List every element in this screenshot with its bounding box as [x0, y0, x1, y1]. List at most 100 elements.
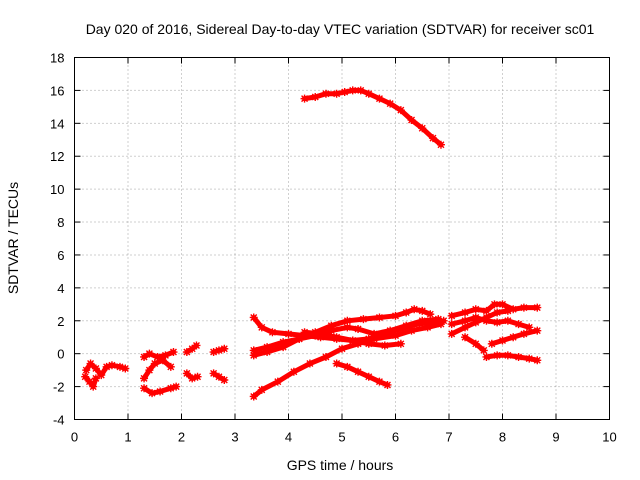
data-point: [91, 374, 100, 383]
data-point: [498, 336, 507, 345]
data-point: [193, 372, 202, 381]
series-trace-16: [300, 86, 445, 149]
data-point: [188, 344, 197, 353]
data-point: [140, 374, 149, 383]
data-point: [383, 380, 392, 389]
data-point: [115, 362, 124, 371]
data-point: [375, 94, 384, 103]
data-point: [359, 315, 368, 324]
data-point: [519, 329, 528, 338]
data-point: [447, 320, 456, 329]
x-tick-label: 10: [602, 430, 616, 445]
x-tick-label: 2: [178, 430, 185, 445]
series-line: [302, 87, 444, 148]
data-point: [391, 311, 400, 320]
data-point: [396, 106, 405, 115]
data-point: [220, 376, 229, 385]
series-trace-19: [447, 306, 512, 338]
data-point: [354, 325, 363, 333]
data-point: [86, 359, 95, 368]
data-point: [391, 331, 400, 340]
data-point: [343, 323, 352, 332]
data-point: [97, 371, 106, 380]
data-point: [343, 316, 352, 325]
x-tick-label: 3: [231, 430, 238, 445]
data-point: [338, 344, 346, 353]
data-point: [156, 387, 165, 396]
x-axis: 0 1 2 3 4 5 6 7 8 9 10: [71, 57, 617, 445]
series-trace-3: [140, 348, 178, 361]
series-trace-5: [140, 382, 181, 398]
data-point: [332, 359, 341, 368]
data-point: [471, 318, 480, 327]
data-point: [407, 116, 416, 125]
data-point: [525, 354, 534, 363]
data-point: [364, 339, 373, 348]
data-point: [284, 329, 293, 338]
data-point: [471, 339, 480, 348]
data-point: [102, 362, 111, 371]
data-point: [356, 86, 365, 95]
data-point: [426, 310, 435, 319]
data-point: [418, 124, 427, 133]
data-point: [461, 333, 470, 342]
series-trace-14: [300, 328, 405, 350]
y-tick-label: 0: [57, 347, 64, 362]
data-point: [418, 306, 427, 315]
data-point: [188, 374, 197, 383]
data-point: [153, 352, 162, 361]
data-point: [364, 89, 373, 98]
data-point: [519, 303, 528, 312]
data-point: [300, 328, 309, 337]
data-point: [482, 306, 491, 315]
x-tick-label: 8: [499, 430, 506, 445]
data-point: [380, 341, 389, 350]
y-tick-label: 16: [50, 83, 64, 98]
data-point: [279, 343, 288, 352]
data-point: [482, 313, 491, 322]
data-point: [249, 351, 258, 360]
data-point: [305, 359, 314, 368]
data-point: [257, 385, 266, 394]
data-point: [407, 326, 416, 335]
y-axis: -4 -2 0 2 4 6 8 10 12 14 16 18: [50, 51, 610, 428]
data-point: [166, 384, 175, 393]
series-trace-17: [447, 300, 542, 320]
series-trace-20: [461, 333, 488, 355]
data-point: [514, 320, 523, 329]
series-trace-4: [140, 356, 175, 383]
data-point: [169, 348, 178, 357]
series-trace-21: [487, 326, 542, 348]
data-point: [461, 316, 470, 325]
data-point: [418, 316, 427, 325]
data-point: [295, 334, 304, 343]
data-point: [482, 352, 491, 361]
y-tick-label: -4: [53, 413, 65, 428]
data-point: [340, 88, 349, 97]
data-point: [332, 333, 341, 342]
data-point: [158, 356, 167, 365]
data-point: [364, 372, 373, 381]
y-tick-label: 10: [50, 182, 64, 197]
data-point: [214, 372, 223, 381]
data-point: [471, 313, 480, 322]
data-point: [289, 367, 298, 376]
series-trace-15: [332, 359, 392, 389]
data-point: [209, 369, 218, 378]
data-point: [479, 346, 488, 355]
data-point: [533, 326, 542, 335]
data-point: [263, 348, 272, 357]
data-point: [423, 323, 432, 332]
y-tick-label: -2: [53, 380, 65, 395]
series-trace-1: [82, 359, 130, 380]
data-point: [321, 352, 330, 361]
series-trace-2: [81, 372, 100, 391]
series-trace-8: [209, 344, 229, 357]
data-point: [85, 377, 94, 386]
y-axis-label: SDTVAR / TECUs: [5, 182, 21, 294]
data-point: [140, 384, 149, 393]
data-point: [343, 362, 352, 371]
x-tick-label: 4: [285, 430, 292, 445]
data-point: [327, 326, 336, 335]
